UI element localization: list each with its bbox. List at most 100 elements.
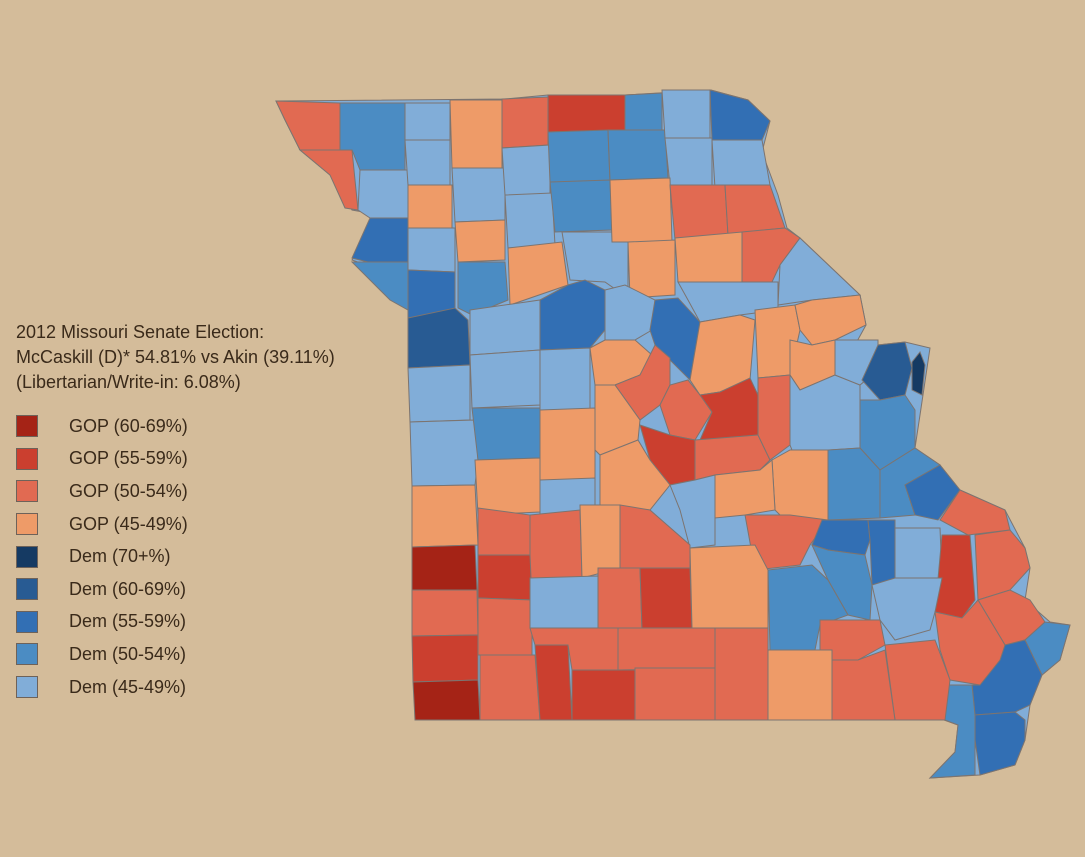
legend-item: GOP (55-59%)	[16, 443, 188, 476]
county	[597, 567, 643, 631]
legend-item: GOP (50-54%)	[16, 475, 188, 508]
county	[661, 89, 711, 139]
legend-swatch	[16, 545, 38, 568]
legend-label: GOP (55-59%)	[69, 448, 188, 469]
county	[634, 667, 716, 721]
county	[617, 627, 716, 671]
county	[350, 261, 409, 311]
county	[477, 597, 533, 656]
county	[298, 149, 359, 211]
legend-swatch	[16, 676, 38, 699]
legend-label: GOP (60-69%)	[69, 415, 188, 436]
county	[669, 474, 716, 549]
legend-item: Dem (70+%)	[16, 540, 188, 573]
legend-swatch	[16, 513, 38, 536]
county	[454, 219, 506, 263]
county	[904, 464, 961, 521]
county	[871, 577, 943, 641]
county	[404, 139, 451, 186]
county	[689, 544, 769, 629]
county	[411, 544, 478, 591]
county	[894, 527, 943, 579]
county	[534, 644, 573, 721]
legend-label: Dem (55-59%)	[69, 611, 187, 632]
legend-label: Dem (50-54%)	[69, 643, 187, 664]
legend-swatch	[16, 578, 38, 601]
county	[407, 364, 471, 423]
county	[477, 507, 531, 556]
legend-label: GOP (50-54%)	[69, 480, 188, 501]
county	[547, 129, 611, 183]
legend-swatch	[16, 480, 38, 503]
county	[351, 217, 409, 266]
map-title: 2012 Missouri Senate Election: McCaskill…	[16, 320, 416, 395]
county	[275, 100, 341, 151]
legend-item: Dem (55-59%)	[16, 606, 188, 639]
county	[501, 144, 551, 196]
county	[928, 684, 976, 779]
legend-label: Dem (70+%)	[69, 546, 171, 567]
legend-item: Dem (45-49%)	[16, 671, 188, 704]
county	[407, 227, 456, 273]
county	[669, 184, 729, 241]
legend-label: GOP (45-49%)	[69, 513, 188, 534]
county	[409, 419, 479, 487]
legend-label: Dem (45-49%)	[69, 676, 187, 697]
title-line-1: 2012 Missouri Senate Election:	[16, 322, 265, 342]
legend-swatch	[16, 610, 38, 633]
county	[501, 96, 549, 149]
legend-item: Dem (60-69%)	[16, 573, 188, 606]
county	[911, 351, 926, 396]
legend-swatch	[16, 643, 38, 666]
county	[504, 192, 556, 249]
county	[547, 94, 626, 133]
county	[867, 519, 896, 586]
county	[771, 449, 829, 526]
county	[709, 89, 771, 141]
county	[711, 139, 771, 189]
county	[939, 489, 1011, 536]
county	[411, 589, 479, 637]
county	[714, 627, 769, 721]
county	[571, 669, 636, 721]
county	[469, 299, 541, 356]
county	[479, 654, 541, 721]
county	[767, 649, 833, 721]
county	[469, 349, 541, 409]
county	[529, 575, 599, 629]
county	[757, 374, 791, 461]
county	[529, 509, 583, 581]
county	[357, 169, 409, 219]
legend-item: GOP (45-49%)	[16, 508, 188, 541]
county	[674, 231, 743, 283]
county	[607, 129, 669, 181]
legend-swatch	[16, 415, 38, 438]
county	[971, 639, 1043, 716]
county	[831, 649, 896, 721]
title-line-3: (Libertarian/Write-in: 6.08%)	[16, 372, 241, 392]
county	[639, 567, 693, 631]
county	[539, 347, 591, 411]
county	[411, 484, 479, 548]
county	[407, 307, 471, 369]
county	[412, 679, 481, 721]
county	[477, 554, 533, 601]
county	[614, 344, 671, 421]
county	[411, 634, 479, 683]
county	[627, 239, 676, 299]
county	[451, 167, 506, 223]
county	[664, 137, 713, 186]
county	[579, 504, 621, 579]
county	[934, 534, 976, 619]
legend-swatch	[16, 447, 38, 470]
county	[449, 99, 503, 169]
legend-item: GOP (60-69%)	[16, 410, 188, 443]
county	[474, 457, 541, 516]
county	[549, 179, 613, 233]
county	[794, 294, 867, 346]
title-line-2: McCaskill (D)* 54.81% vs Akin (39.11%)	[16, 347, 335, 367]
legend-label: Dem (60-69%)	[69, 578, 187, 599]
county	[407, 184, 453, 231]
county	[624, 92, 663, 133]
county	[539, 407, 596, 483]
